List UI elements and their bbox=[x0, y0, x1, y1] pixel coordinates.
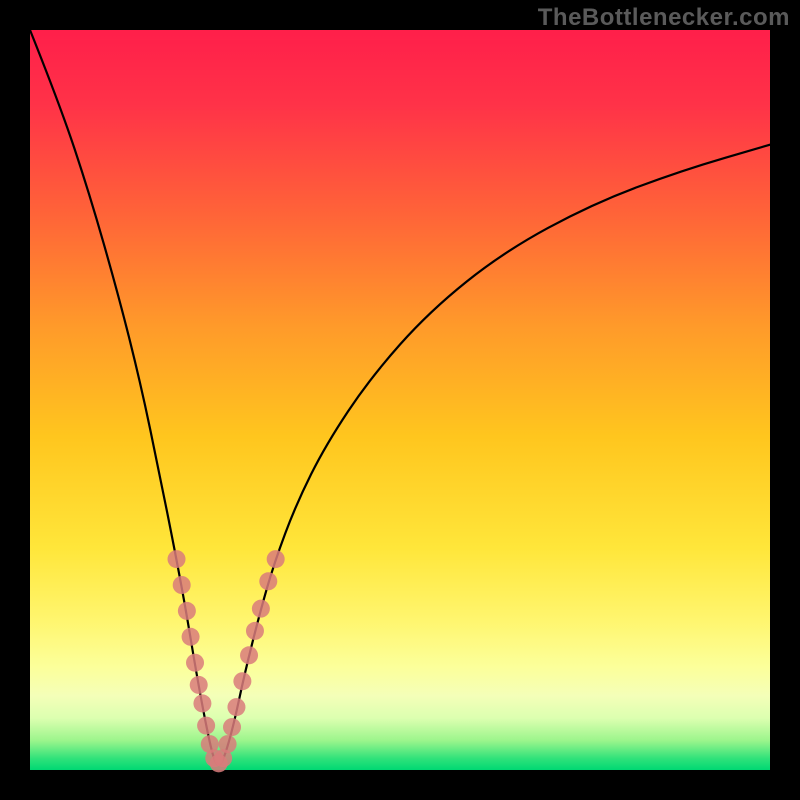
data-marker bbox=[267, 550, 285, 568]
data-marker bbox=[182, 628, 200, 646]
chart-container: TheBottlenecker.com bbox=[0, 0, 800, 800]
plot-gradient-background bbox=[30, 30, 770, 770]
data-marker bbox=[252, 600, 270, 618]
data-marker bbox=[178, 602, 196, 620]
data-marker bbox=[173, 576, 191, 594]
data-marker bbox=[227, 698, 245, 716]
data-marker bbox=[219, 735, 237, 753]
data-marker bbox=[197, 717, 215, 735]
data-marker bbox=[246, 622, 264, 640]
data-marker bbox=[259, 572, 277, 590]
watermark-text: TheBottlenecker.com bbox=[538, 4, 790, 32]
bottleneck-chart-svg bbox=[0, 0, 800, 800]
data-marker bbox=[223, 718, 241, 736]
data-marker bbox=[186, 654, 204, 672]
data-marker bbox=[240, 646, 258, 664]
data-marker bbox=[233, 672, 251, 690]
data-marker bbox=[168, 550, 186, 568]
data-marker bbox=[193, 694, 211, 712]
data-marker bbox=[190, 676, 208, 694]
